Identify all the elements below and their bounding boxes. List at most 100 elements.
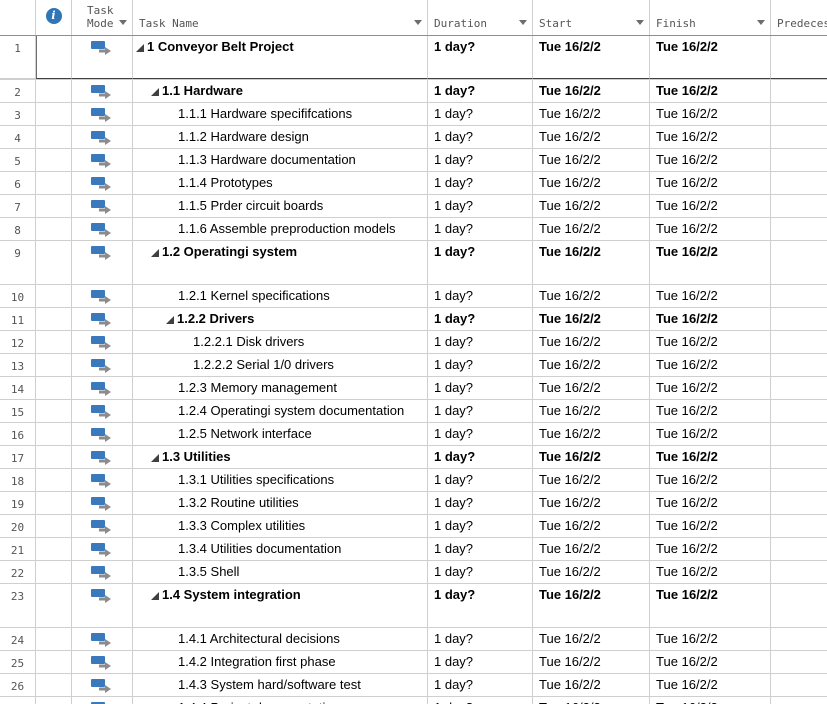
row-number-cell[interactable]: 16	[0, 423, 36, 445]
row-number-cell[interactable]: 7	[0, 195, 36, 217]
header-finish[interactable]: Finish	[650, 0, 771, 35]
start-cell[interactable]: Tue 16/2/2	[533, 492, 650, 514]
predecessors-cell[interactable]	[771, 331, 827, 353]
collapse-triangle-icon[interactable]	[136, 44, 144, 52]
task-name-cell[interactable]: 1.1.2 Hardware design	[133, 126, 428, 148]
row-number-cell[interactable]: 19	[0, 492, 36, 514]
task-name-cell[interactable]: 1.3.4 Utilities documentation	[133, 538, 428, 560]
duration-cell[interactable]: 1 day?	[428, 195, 533, 217]
info-cell[interactable]	[36, 561, 72, 583]
chevron-down-icon[interactable]	[757, 20, 765, 25]
task-name-cell[interactable]: 1.2.2 Drivers	[133, 308, 428, 330]
info-cell[interactable]	[36, 697, 72, 704]
finish-cell[interactable]: Tue 16/2/2	[650, 103, 771, 125]
collapse-triangle-icon[interactable]	[151, 88, 159, 96]
task-mode-cell[interactable]	[72, 651, 133, 673]
row-number-cell[interactable]: 20	[0, 515, 36, 537]
row-number-cell[interactable]: 2	[0, 80, 36, 102]
header-info[interactable]: i	[36, 0, 72, 35]
start-cell[interactable]: Tue 16/2/2	[533, 308, 650, 330]
row-number-cell[interactable]: 27	[0, 697, 36, 704]
task-name-cell[interactable]: 1.2.3 Memory management	[133, 377, 428, 399]
finish-cell[interactable]: Tue 16/2/2	[650, 674, 771, 696]
header-task-mode[interactable]: Task Mode	[72, 0, 133, 35]
task-mode-cell[interactable]	[72, 149, 133, 171]
duration-cell[interactable]: 1 day?	[428, 126, 533, 148]
header-duration[interactable]: Duration	[428, 0, 533, 35]
predecessors-cell[interactable]	[771, 674, 827, 696]
collapse-triangle-icon[interactable]	[151, 454, 159, 462]
info-cell[interactable]	[36, 285, 72, 307]
task-mode-cell[interactable]	[72, 446, 133, 468]
task-mode-cell[interactable]	[72, 354, 133, 376]
duration-cell[interactable]: 1 day?	[428, 285, 533, 307]
row-number-cell[interactable]: 6	[0, 172, 36, 194]
start-cell[interactable]: Tue 16/2/2	[533, 172, 650, 194]
info-cell[interactable]	[36, 492, 72, 514]
predecessors-cell[interactable]	[771, 308, 827, 330]
start-cell[interactable]: Tue 16/2/2	[533, 446, 650, 468]
info-cell[interactable]	[36, 149, 72, 171]
finish-cell[interactable]: Tue 16/2/2	[650, 195, 771, 217]
finish-cell[interactable]: Tue 16/2/2	[650, 697, 771, 704]
start-cell[interactable]: Tue 16/2/2	[533, 584, 650, 627]
task-name-cell[interactable]: 1.4.3 System hard/software test	[133, 674, 428, 696]
duration-cell[interactable]: 1 day?	[428, 308, 533, 330]
predecessors-cell[interactable]	[771, 285, 827, 307]
row-number-cell[interactable]: 11	[0, 308, 36, 330]
finish-cell[interactable]: Tue 16/2/2	[650, 172, 771, 194]
task-name-cell[interactable]: 1.4.2 Integration first phase	[133, 651, 428, 673]
task-name-cell[interactable]: 1.1.4 Prototypes	[133, 172, 428, 194]
predecessors-cell[interactable]	[771, 103, 827, 125]
start-cell[interactable]: Tue 16/2/2	[533, 103, 650, 125]
chevron-down-icon[interactable]	[414, 20, 422, 25]
task-mode-cell[interactable]	[72, 377, 133, 399]
predecessors-cell[interactable]	[771, 446, 827, 468]
start-cell[interactable]: Tue 16/2/2	[533, 651, 650, 673]
task-mode-cell[interactable]	[72, 400, 133, 422]
info-cell[interactable]	[36, 80, 72, 102]
duration-cell[interactable]: 1 day?	[428, 561, 533, 583]
duration-cell[interactable]: 1 day?	[428, 651, 533, 673]
start-cell[interactable]: Tue 16/2/2	[533, 561, 650, 583]
task-name-cell[interactable]: 1.4 System integration	[133, 584, 428, 627]
finish-cell[interactable]: Tue 16/2/2	[650, 538, 771, 560]
predecessors-cell[interactable]	[771, 400, 827, 422]
duration-cell[interactable]: 1 day?	[428, 354, 533, 376]
start-cell[interactable]: Tue 16/2/2	[533, 697, 650, 704]
finish-cell[interactable]: Tue 16/2/2	[650, 561, 771, 583]
finish-cell[interactable]: Tue 16/2/2	[650, 377, 771, 399]
row-number-cell[interactable]: 15	[0, 400, 36, 422]
finish-cell[interactable]: Tue 16/2/2	[650, 492, 771, 514]
task-mode-cell[interactable]	[72, 172, 133, 194]
predecessors-cell[interactable]	[771, 218, 827, 240]
predecessors-cell[interactable]	[771, 80, 827, 102]
finish-cell[interactable]: Tue 16/2/2	[650, 400, 771, 422]
task-mode-cell[interactable]	[72, 36, 133, 79]
predecessors-cell[interactable]	[771, 561, 827, 583]
row-number-cell[interactable]: 3	[0, 103, 36, 125]
info-cell[interactable]	[36, 354, 72, 376]
task-name-cell[interactable]: 1.2.5 Network interface	[133, 423, 428, 445]
info-cell[interactable]	[36, 172, 72, 194]
start-cell[interactable]: Tue 16/2/2	[533, 628, 650, 650]
task-name-cell[interactable]: 1.1.5 Prder circuit boards	[133, 195, 428, 217]
task-name-cell[interactable]: 1.3.5 Shell	[133, 561, 428, 583]
row-number-cell[interactable]: 18	[0, 469, 36, 491]
start-cell[interactable]: Tue 16/2/2	[533, 331, 650, 353]
start-cell[interactable]: Tue 16/2/2	[533, 423, 650, 445]
finish-cell[interactable]: Tue 16/2/2	[650, 126, 771, 148]
finish-cell[interactable]: Tue 16/2/2	[650, 149, 771, 171]
task-name-cell[interactable]: 1.3.1 Utilities specifications	[133, 469, 428, 491]
info-cell[interactable]	[36, 103, 72, 125]
info-cell[interactable]	[36, 308, 72, 330]
chevron-down-icon[interactable]	[636, 20, 644, 25]
task-mode-cell[interactable]	[72, 628, 133, 650]
predecessors-cell[interactable]	[771, 515, 827, 537]
start-cell[interactable]: Tue 16/2/2	[533, 241, 650, 284]
info-cell[interactable]	[36, 241, 72, 284]
duration-cell[interactable]: 1 day?	[428, 241, 533, 284]
finish-cell[interactable]: Tue 16/2/2	[650, 423, 771, 445]
finish-cell[interactable]: Tue 16/2/2	[650, 469, 771, 491]
row-number-cell[interactable]: 8	[0, 218, 36, 240]
